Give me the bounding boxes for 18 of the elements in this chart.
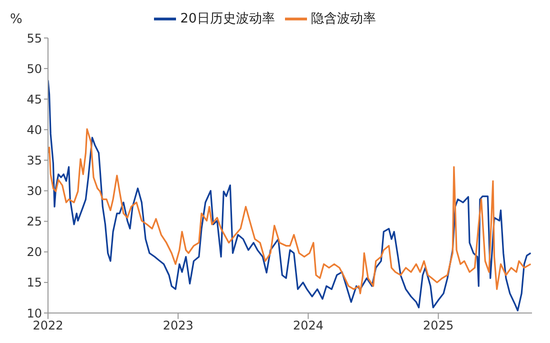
legend-label: 20日历史波动率	[180, 12, 275, 27]
y-tick-label: 40	[26, 122, 42, 137]
x-tick-label: 2022	[32, 318, 64, 333]
y-tick-label: 45	[26, 92, 42, 106]
y-tick-label: 25	[26, 214, 42, 229]
legend-label: 隐含波动率	[310, 12, 376, 27]
x-tick-label: 2023	[162, 318, 194, 333]
y-tick-label: 20	[26, 245, 42, 260]
y-tick-label: 15	[26, 276, 42, 290]
y-tick-label: 55	[26, 31, 42, 46]
y-tick-label: 50	[26, 62, 42, 76]
y-tick-label: 30	[26, 184, 42, 198]
y-tick-label: 10	[26, 306, 42, 320]
y-tick-label: 35	[26, 153, 42, 168]
x-tick-label: 2024	[292, 318, 324, 333]
x-tick-label: 2025	[423, 318, 454, 333]
line-series	[48, 128, 532, 294]
y-axis-title: %	[10, 12, 22, 27]
